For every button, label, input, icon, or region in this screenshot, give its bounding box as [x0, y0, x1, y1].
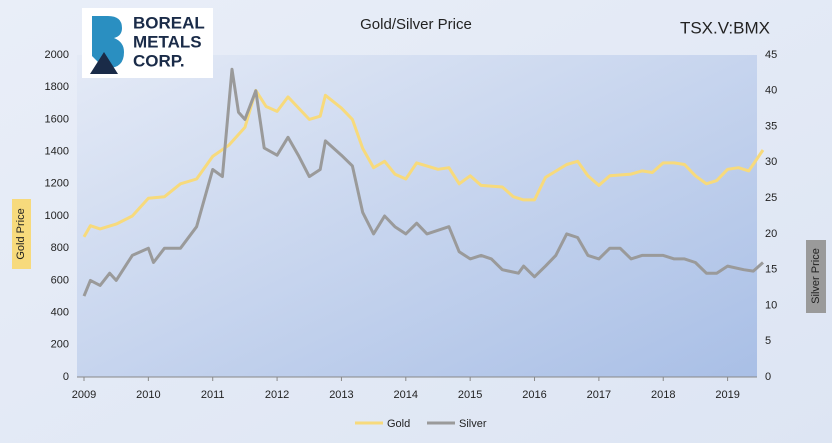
- y-tick-label: 1600: [45, 113, 69, 125]
- logo-mountain: [90, 52, 118, 74]
- y-tick-label: 0: [63, 371, 69, 383]
- y-tick-label: 200: [51, 339, 69, 351]
- chart-title: Gold/Silver Price: [360, 16, 472, 33]
- y2-tick-label: 15: [765, 264, 777, 276]
- logo-text: METALS: [133, 32, 202, 51]
- y2-tick-label: 40: [765, 85, 777, 97]
- x-tick-label: 2018: [651, 389, 675, 401]
- y-axis-label: Gold Price: [15, 208, 27, 259]
- x-tick-label: 2017: [587, 389, 611, 401]
- y2-tick-label: 20: [765, 228, 777, 240]
- y2-tick-label: 30: [765, 156, 777, 168]
- y-tick-label: 2000: [45, 49, 69, 61]
- y2-tick-label: 0: [765, 371, 771, 383]
- x-tick-label: 2015: [458, 389, 482, 401]
- y-tick-label: 1000: [45, 210, 69, 222]
- x-tick-label: 2019: [715, 389, 739, 401]
- y2-tick-label: 35: [765, 120, 777, 132]
- series-line: [82, 67, 764, 297]
- y2-tick-label: 45: [765, 49, 777, 61]
- ticker: TSX.V:BMX: [680, 18, 770, 37]
- plot-area: [77, 55, 757, 377]
- legend-label: Gold: [387, 418, 410, 430]
- y2-tick-label: 25: [765, 192, 777, 204]
- y2-label-box: [806, 240, 826, 313]
- y2-axis-label: Silver Price: [810, 248, 822, 304]
- logo-icon: [92, 16, 124, 68]
- y-tick-label: 1200: [45, 178, 69, 190]
- x-tick-label: 2014: [394, 389, 418, 401]
- y2-tick-label: 10: [765, 299, 777, 311]
- x-tick-label: 2011: [201, 389, 225, 401]
- y-tick-label: 600: [51, 274, 69, 286]
- y-tick-label: 400: [51, 307, 69, 319]
- x-tick-label: 2010: [136, 389, 160, 401]
- y-tick-label: 1400: [45, 146, 69, 158]
- logo-text: BOREAL: [133, 13, 205, 32]
- x-tick-label: 2009: [72, 389, 96, 401]
- legend-label: Silver: [459, 418, 487, 430]
- y-tick-label: 1800: [45, 81, 69, 93]
- x-tick-label: 2013: [329, 389, 353, 401]
- x-tick-label: 2012: [265, 389, 289, 401]
- logo-text: CORP.: [133, 51, 185, 70]
- y-tick-label: 800: [51, 242, 69, 254]
- y-label-box: [12, 199, 31, 269]
- series-line: [82, 88, 765, 238]
- x-tick-label: 2016: [522, 389, 546, 401]
- y2-tick-label: 5: [765, 335, 771, 347]
